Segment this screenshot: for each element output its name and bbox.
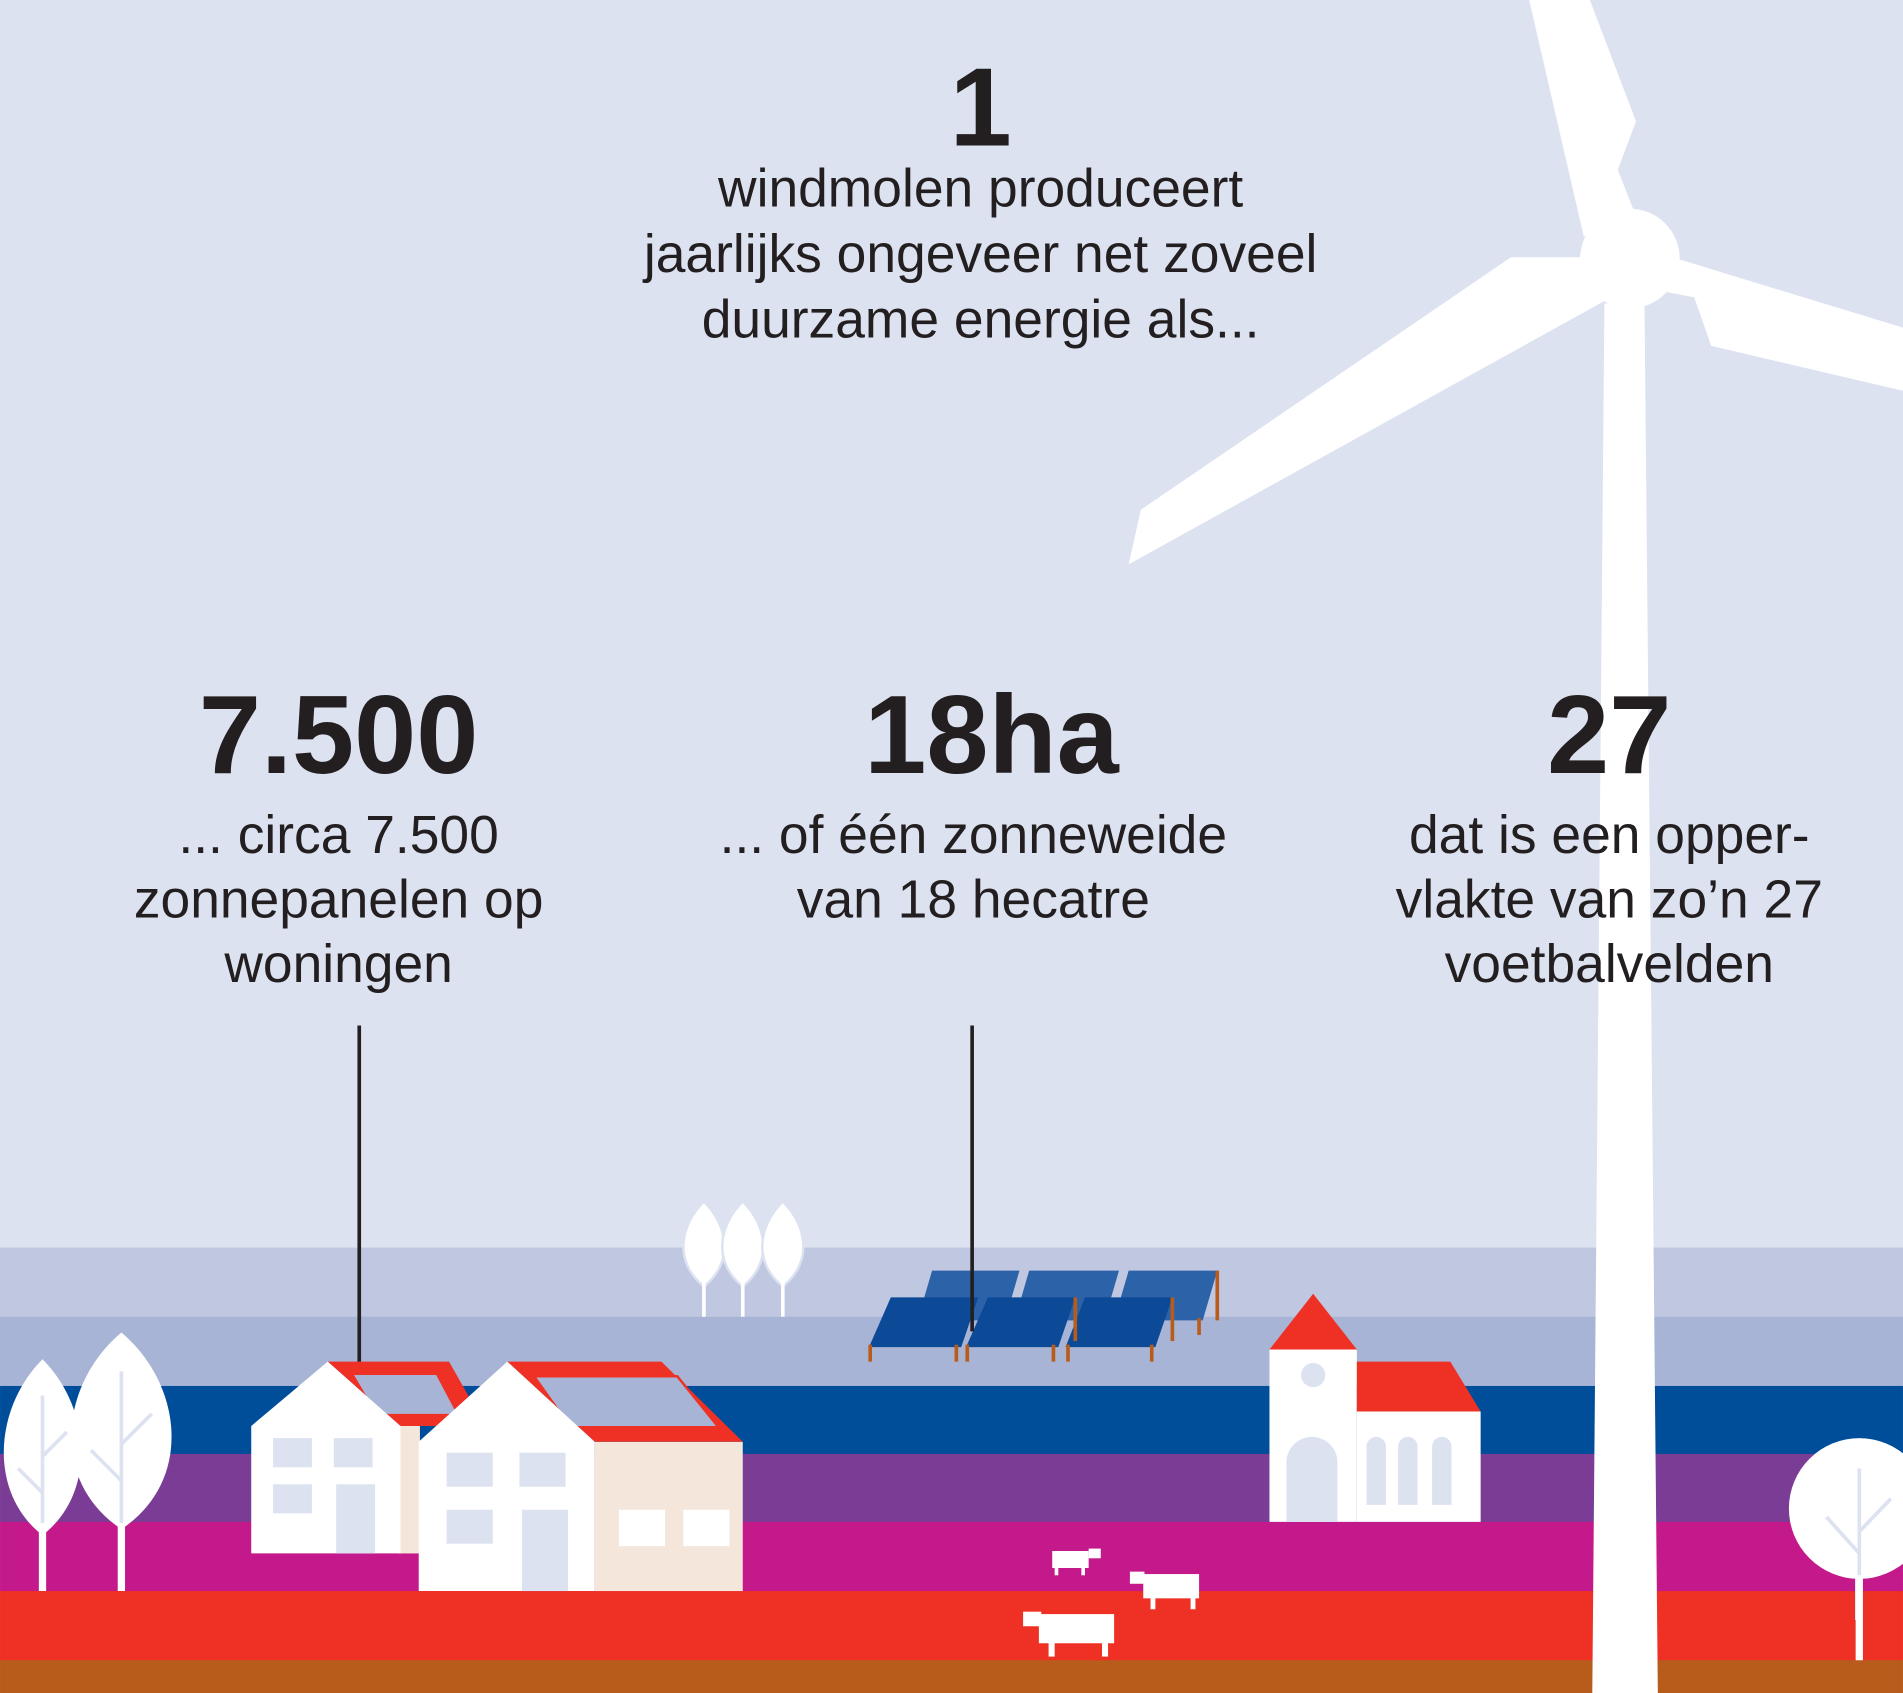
tower [1592, 303, 1658, 1693]
window [683, 1509, 730, 1547]
panel [868, 1297, 979, 1348]
window [446, 1509, 493, 1544]
houses [251, 1361, 743, 1592]
stat-text: woningen [223, 935, 453, 994]
house-side [398, 1426, 420, 1554]
stat-text: ... of één zonneweide [720, 806, 1227, 865]
cow [1052, 1551, 1089, 1568]
solar-field [868, 1270, 1220, 1362]
blade [1128, 257, 1605, 565]
band [0, 1591, 1903, 1662]
cow [1038, 1614, 1115, 1644]
tower-roof [1269, 1293, 1357, 1350]
stat-text: vlakte van zo’n 27 [1396, 870, 1823, 929]
stat-number: 7.500 [199, 672, 478, 797]
windmill [1128, 0, 1903, 1693]
window [333, 1438, 373, 1468]
window [1432, 1436, 1452, 1505]
cow-head [1088, 1548, 1101, 1559]
headline-text: duurzame energie als... [702, 290, 1260, 349]
window [273, 1438, 312, 1468]
window [618, 1509, 666, 1547]
blade [1662, 257, 1903, 391]
band [0, 1660, 1903, 1693]
door [1286, 1436, 1338, 1522]
branches [1825, 1468, 1893, 1578]
panel [1065, 1297, 1173, 1348]
window [273, 1484, 312, 1514]
headline-text: jaarlijks ongeveer net zoveel [642, 225, 1318, 284]
hub [1580, 208, 1680, 309]
blade [1529, 0, 1636, 237]
window [1366, 1436, 1386, 1505]
window [446, 1452, 493, 1487]
stat-text: voetbalvelden [1445, 935, 1774, 994]
window [519, 1452, 566, 1487]
stat-text: zonnepanelen op [134, 870, 544, 929]
panel-legs [868, 1270, 1220, 1362]
church [1269, 1293, 1481, 1522]
cows [1023, 1548, 1200, 1657]
stat-text: ... circa 7.500 [178, 806, 498, 865]
door [336, 1484, 376, 1554]
door [521, 1509, 568, 1592]
cow [1143, 1574, 1200, 1599]
tree [1788, 1438, 1903, 1579]
stat-number: 18ha [864, 672, 1119, 797]
stat-number: 27 [1547, 672, 1671, 797]
cow-head [1023, 1611, 1042, 1627]
back-trees [682, 1199, 805, 1317]
front-trees [3, 1332, 1903, 1661]
nave-roof [1356, 1361, 1481, 1412]
stat-text: van 18 hecatre [797, 870, 1150, 929]
cow-head [1129, 1571, 1145, 1584]
window [1301, 1362, 1326, 1388]
window [1398, 1436, 1418, 1505]
headline-text: windmolen produceert [717, 159, 1243, 218]
texts: windmolen produceert jaarlijks ongeveer n… [134, 159, 1823, 994]
stat-text: dat is een opper- [1409, 806, 1810, 865]
panel [966, 1297, 1076, 1348]
headline-number: 1 [950, 45, 1012, 170]
